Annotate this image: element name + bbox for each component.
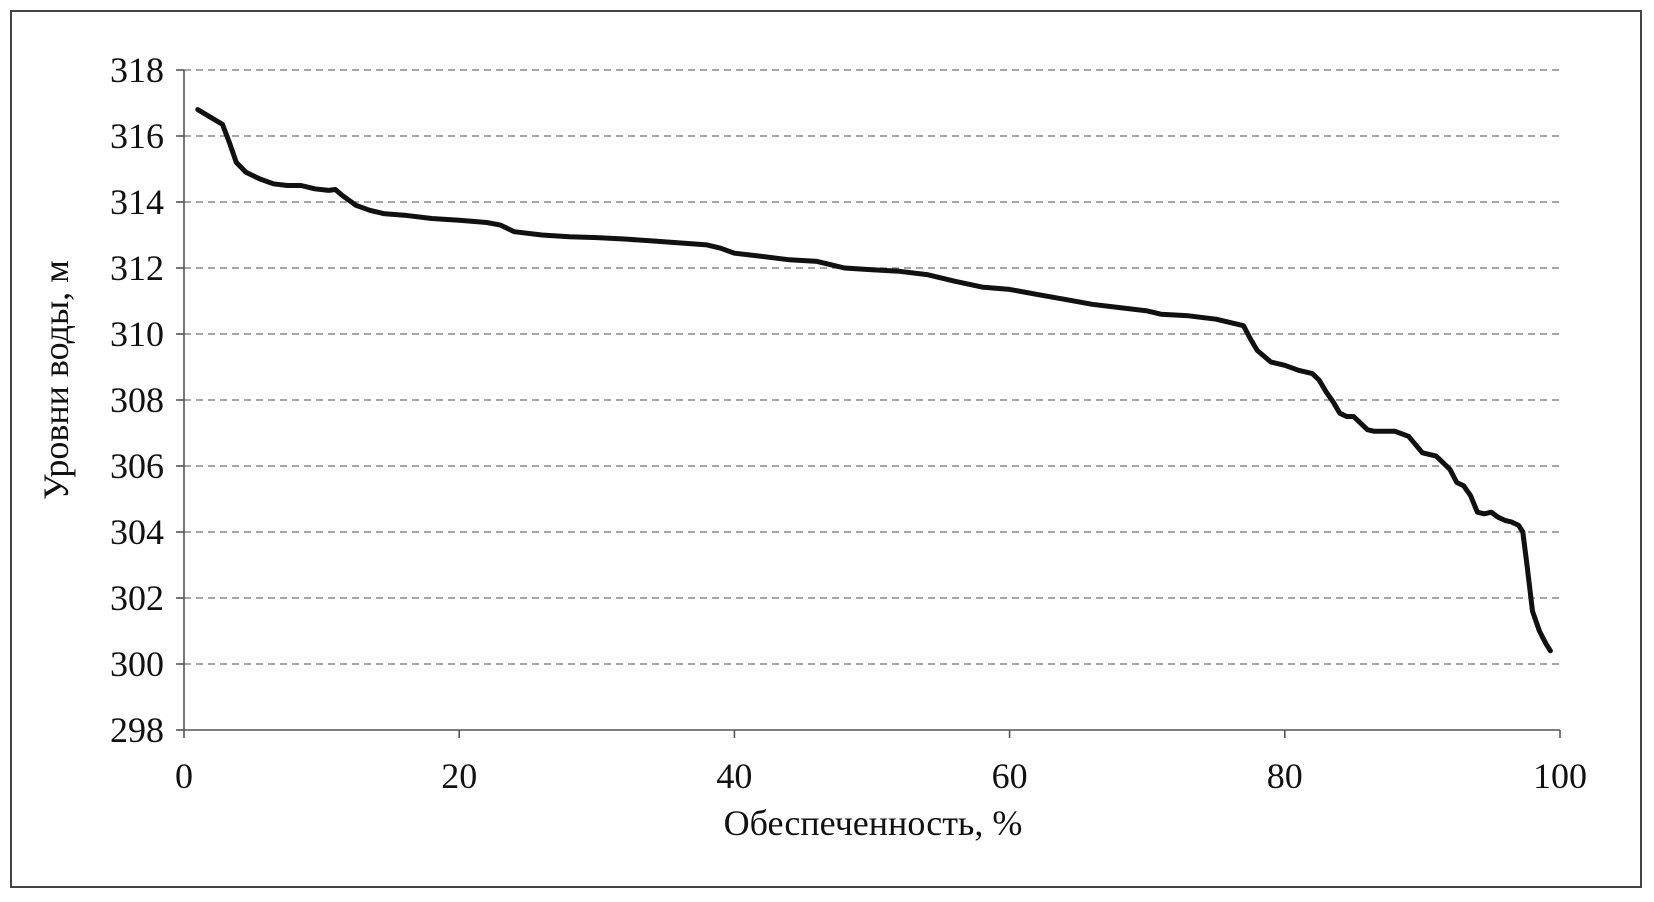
y-axis-title: Уровни воды, м — [36, 260, 76, 500]
x-tick-label: 20 — [441, 756, 477, 796]
chart-frame — [10, 10, 1642, 888]
x-tick-label: 80 — [1267, 756, 1303, 796]
y-tick-label: 300 — [110, 644, 164, 684]
axes — [176, 69, 1561, 738]
y-tick-label: 316 — [110, 116, 164, 156]
x-tick-label: 60 — [992, 756, 1028, 796]
y-tick-label: 304 — [110, 512, 164, 552]
x-tick-label: 40 — [716, 756, 752, 796]
x-tick-labels: 0 20 40 60 80 100 — [175, 756, 1587, 796]
gridlines — [184, 69, 1560, 665]
y-tick-label: 310 — [110, 314, 164, 354]
y-tick-label: 298 — [110, 710, 164, 750]
x-tick-label: 100 — [1533, 756, 1587, 796]
x-axis-title: Обеспеченность, % — [724, 803, 1023, 843]
series-layer — [195, 107, 1553, 654]
y-tick-label: 314 — [110, 182, 164, 222]
y-tick-label: 312 — [110, 248, 164, 288]
y-tick-label: 302 — [110, 578, 164, 618]
y-tick-labels: 298 300 302 304 306 308 310 312 314 316 318 — [110, 50, 164, 750]
y-tick-label: 308 — [110, 380, 164, 420]
y-tick-label: 318 — [110, 50, 164, 90]
series-line — [195, 107, 1553, 654]
y-tick-label: 306 — [110, 446, 164, 486]
x-tick-label: 0 — [175, 756, 193, 796]
